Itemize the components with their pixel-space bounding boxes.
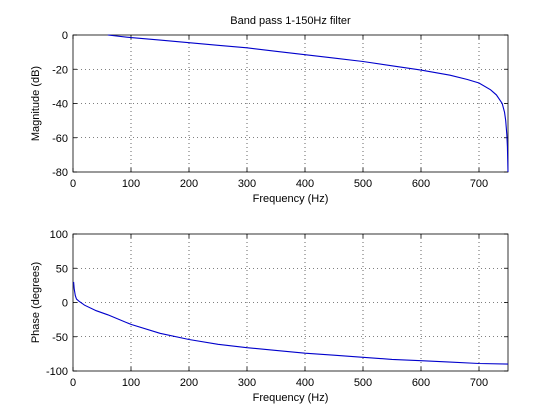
magnitude-xtick-label: 200 — [180, 178, 198, 190]
magnitude-series-line — [107, 34, 509, 173]
phase-ytick-label: -50 — [52, 332, 68, 344]
magnitude-x-axis-label: Frequency (Hz) — [253, 193, 329, 205]
magnitude-xtick-label: 400 — [296, 178, 314, 190]
magnitude-xtick-label: 500 — [354, 178, 372, 190]
magnitude-ytick-label: 0 — [62, 30, 68, 42]
phase-xtick-label: 100 — [122, 377, 140, 389]
phase-panel: 0 100 200 300 400 500 600 700 -100 -50 0 50 100 Frequ… — [30, 229, 509, 404]
magnitude-xtick-label: 0 — [70, 178, 76, 190]
magnitude-chart-title: Band pass 1-150Hz filter — [230, 15, 351, 27]
phase-x-axis-label: Frequency (Hz) — [253, 392, 329, 404]
phase-xtick-label: 400 — [296, 377, 314, 389]
magnitude-ytick-label: -20 — [52, 64, 68, 76]
magnitude-panel: 0 100 200 300 400 500 600 700 -80 -60 -40 -20 0 Frequ… — [30, 15, 509, 205]
phase-ytick-label: -100 — [46, 366, 68, 378]
phase-y-axis-label: Phase (degrees) — [30, 262, 42, 343]
magnitude-plot-area — [72, 34, 509, 173]
magnitude-ytick-label: -60 — [52, 133, 68, 145]
phase-xtick-label: 500 — [354, 377, 372, 389]
magnitude-xtick-label: 100 — [122, 178, 140, 190]
phase-series-line — [73, 281, 509, 365]
magnitude-xtick-label: 300 — [238, 178, 256, 190]
magnitude-xtick-label: 600 — [412, 178, 430, 190]
phase-xtick-label: 0 — [70, 377, 76, 389]
phase-ytick-label: 100 — [50, 229, 68, 241]
phase-xtick-label: 300 — [238, 377, 256, 389]
phase-xtick-label: 700 — [470, 377, 488, 389]
phase-plot-area — [72, 233, 509, 372]
phase-ytick-label: 0 — [62, 298, 68, 310]
magnitude-ytick-label: -80 — [52, 167, 68, 179]
phase-xtick-label: 600 — [412, 377, 430, 389]
phase-xtick-label: 200 — [180, 377, 198, 389]
magnitude-xtick-label: 700 — [470, 178, 488, 190]
magnitude-ytick-label: -40 — [52, 99, 68, 111]
phase-ytick-label: 50 — [56, 263, 68, 275]
magnitude-y-axis-label: Magnitude (dB) — [30, 66, 42, 141]
